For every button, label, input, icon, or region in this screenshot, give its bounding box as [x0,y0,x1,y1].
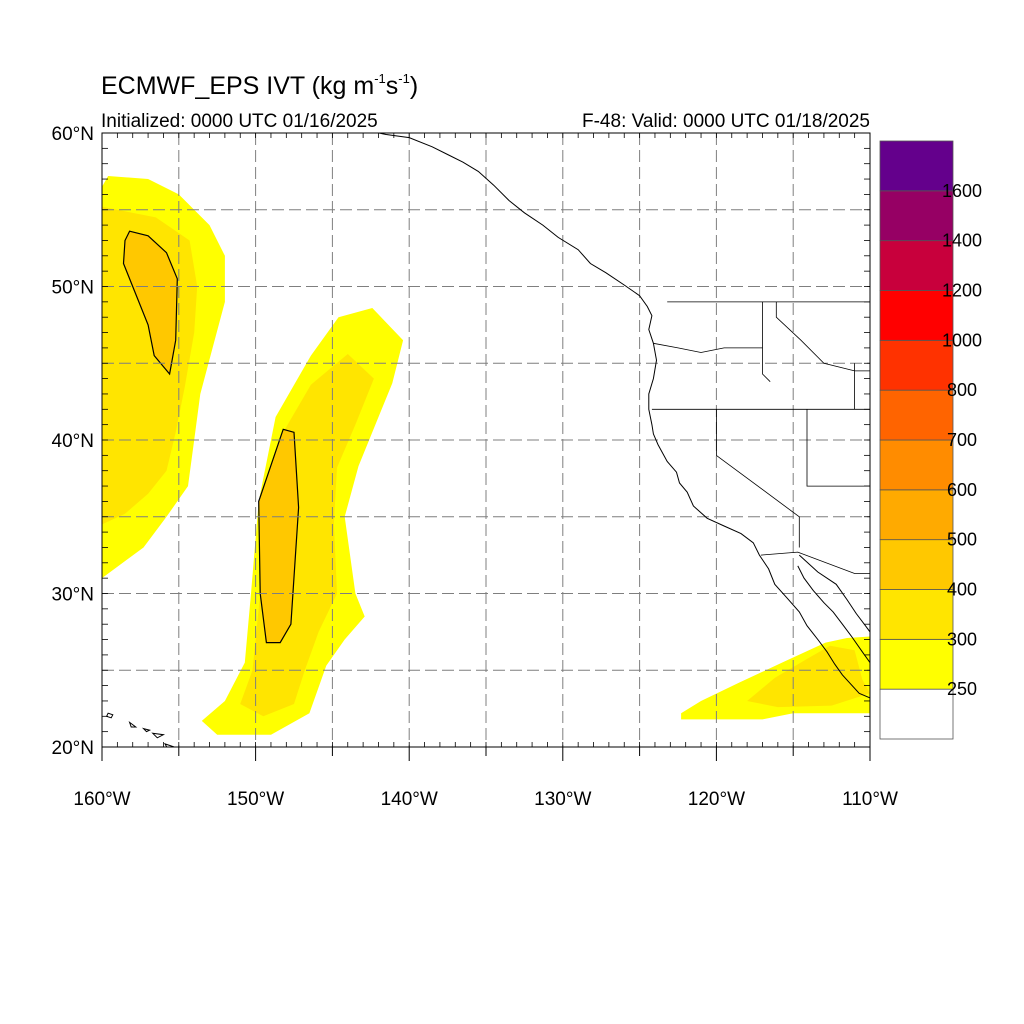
colorbar-swatch [879,439,954,491]
colorbar-label: 1000 [942,330,982,350]
colorbar-label: 1400 [942,231,982,251]
lon-label: 140°W [381,789,438,810]
hawaii-island [141,727,152,733]
hawaii-island [151,732,166,739]
colorbar-swatch [879,688,954,740]
colorbar-label: 800 [947,380,977,400]
state-border [806,409,870,487]
colorbar-label: 600 [947,480,977,500]
lat-label: 60°N [52,124,94,145]
baja-plume-300 [747,645,870,708]
colorbar-label: 700 [947,430,977,450]
hawaii-island [128,721,138,728]
lat-lon-grid [102,133,870,747]
lon-label: 130°W [534,789,591,810]
lat-label: 30°N [52,585,94,606]
colorbar-swatch [879,589,954,640]
colorbar-label: 1200 [942,281,982,301]
colorbar-label: 250 [947,679,977,699]
state-border [762,301,771,382]
axis-ticks [101,132,871,761]
state-border [775,301,870,372]
colorbar-swatch [879,290,954,341]
colorbar-label: 1600 [942,181,982,201]
latitude-labels: 60°N 50°N 40°N 30°N 20°N [52,124,94,759]
colorbar-swatch [879,190,954,242]
lon-label: 110°W [842,789,898,810]
coastlines-borders [105,133,870,747]
central-pacific-plume-400 [258,429,299,643]
colorbar-label: 500 [947,530,977,550]
hawaii-island [163,743,176,747]
lon-label: 150°W [227,789,284,810]
gulf-of-california-coast [797,565,870,663]
gulf-of-alaska-plume-contour [122,230,178,376]
colorbar-swatch [879,638,954,690]
colorbar: 250 300 400 500 600 700 800 1000 1200 1400 1600 [879,140,982,740]
colorbar-swatch [879,539,954,590]
colorbar-swatch [879,240,954,291]
lat-label: 20°N [52,738,94,759]
lat-label: 40°N [52,431,94,452]
state-border [716,409,800,548]
valid-time-label: F-48: Valid: 0000 UTC 01/18/2025 [582,111,870,132]
hawaii-island [105,712,114,719]
lon-label: 120°W [688,789,745,810]
init-time-label: Initialized: 0000 UTC 01/16/2025 [101,111,378,132]
colorbar-label: 300 [947,629,977,649]
state-border [760,551,870,574]
colorbar-swatch [879,389,954,441]
map-title: ECMWF_EPS IVT (kg m-1s-1) [101,70,419,100]
colorbar-label: 400 [947,580,977,600]
lon-label: 160°W [73,789,130,810]
colorbar-swatch [879,489,954,541]
colorbar-swatch [879,339,954,391]
coastline [340,133,870,699]
lat-label: 50°N [52,278,94,299]
state-border [653,342,763,353]
colorbar-swatch [879,140,954,192]
longitude-labels: 160°W 150°W 140°W 130°W 120°W 110°W [73,789,898,810]
mexico-coast [798,554,870,633]
central-pacific-plume-contour [258,428,300,644]
gulf-of-alaska-plume-400 [123,231,178,374]
